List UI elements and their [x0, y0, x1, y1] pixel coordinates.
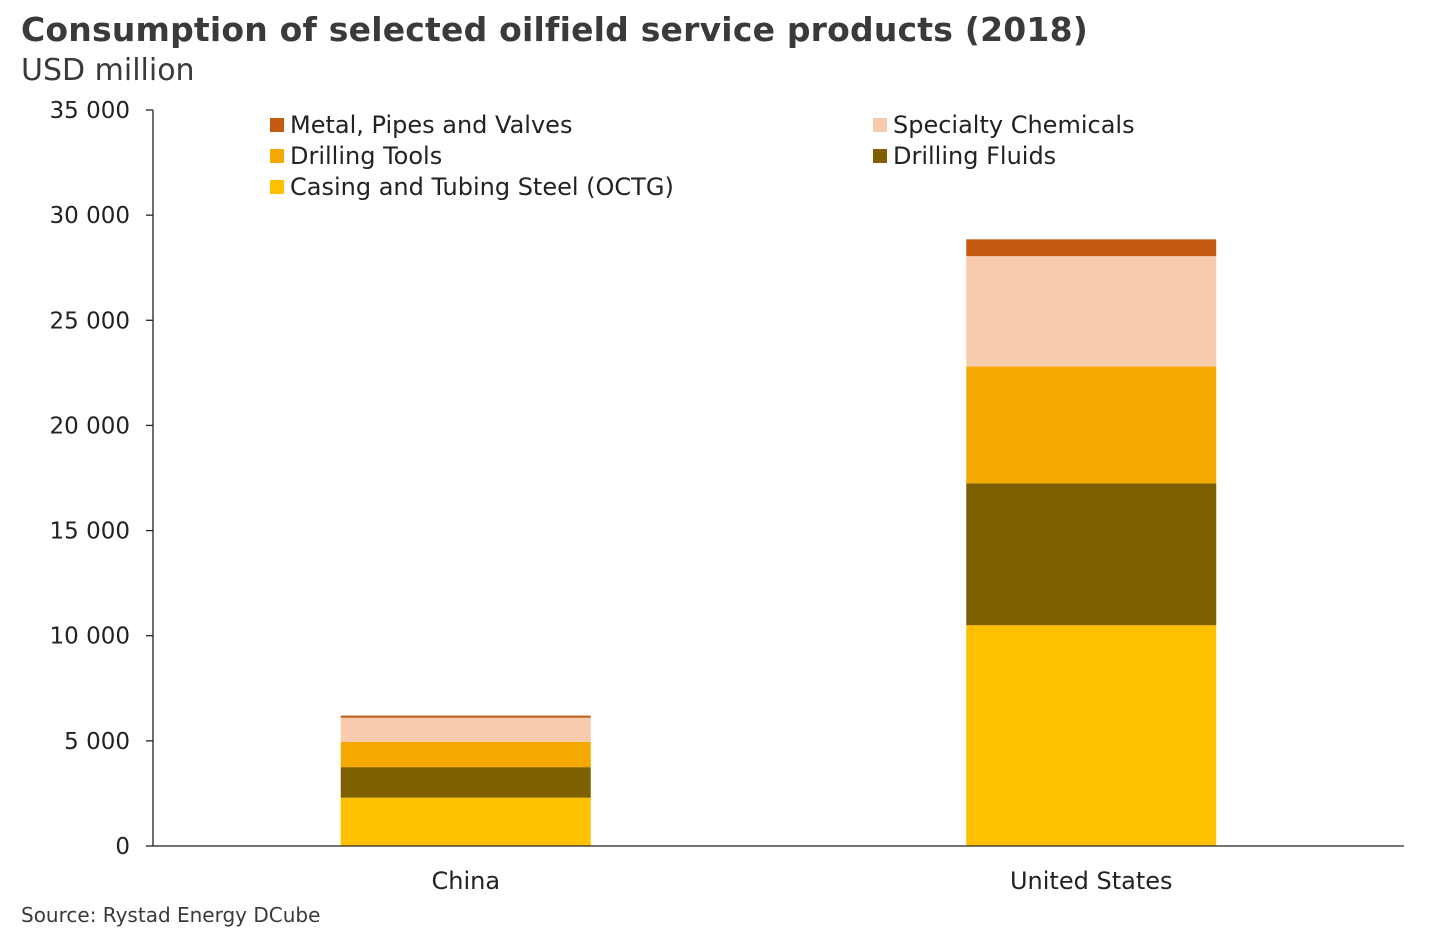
bar-segment-united-states-3 — [966, 256, 1217, 367]
axes-layer: China United States 0 5 000 10 000 15 000 20 0… — [50, 98, 1404, 895]
bar-segment-united-states-4 — [966, 239, 1217, 257]
bar-segment-china-1 — [340, 767, 591, 798]
bars-layer — [340, 239, 1217, 846]
legend-label: Metal, Pipes and Valves — [290, 111, 572, 139]
x-tick-label: United States — [1010, 867, 1173, 895]
chart-title: Consumption of selected oilfield service… — [21, 10, 1089, 49]
legend: Metal, Pipes and Valves Specialty Chemica… — [270, 111, 1135, 201]
chart-subtitle-unit: USD million — [21, 53, 195, 88]
source-note: Source: Rystad Energy DCube — [21, 903, 321, 927]
legend-label: Drilling Fluids — [893, 142, 1056, 170]
stacked-bar-chart: China United States 0 5 000 10 000 15 000 20 0… — [50, 98, 1404, 895]
legend-label: Drilling Tools — [290, 142, 442, 170]
bar-segment-united-states-2 — [966, 366, 1217, 484]
legend-label: Casing and Tubing Steel (OCTG) — [290, 173, 674, 201]
y-tick-label: 20 000 — [50, 413, 130, 439]
y-tick-label: 35 000 — [50, 98, 130, 124]
legend-swatch — [270, 118, 284, 132]
legend-label: Specialty Chemicals — [893, 111, 1135, 139]
bar-segment-china-4 — [340, 715, 591, 718]
legend-swatch — [873, 149, 887, 163]
bar-segment-china-2 — [340, 741, 591, 768]
bar-segment-united-states-0 — [966, 625, 1217, 846]
y-tick-label: 15 000 — [50, 519, 130, 545]
legend-swatch — [270, 180, 284, 194]
y-tick-label: 30 000 — [50, 203, 130, 229]
bar-segment-united-states-1 — [966, 483, 1217, 626]
legend-swatch — [270, 149, 284, 163]
y-tick-label: 10 000 — [50, 624, 130, 650]
y-tick-label: 0 — [115, 834, 130, 860]
bar-segment-china-0 — [340, 797, 591, 846]
y-tick-label: 25 000 — [50, 308, 130, 334]
x-tick-label: China — [431, 867, 500, 895]
y-tick-label: 5 000 — [64, 729, 130, 755]
bar-segment-china-3 — [340, 717, 591, 742]
legend-swatch — [873, 118, 887, 132]
